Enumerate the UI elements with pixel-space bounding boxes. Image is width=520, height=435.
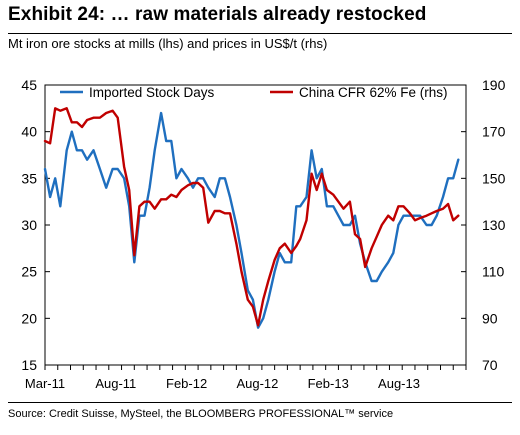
x-axis-tick-label: Aug-13 xyxy=(378,376,420,391)
right-axis-tick-label: 190 xyxy=(482,77,506,93)
x-axis-tick-label: Feb-13 xyxy=(308,376,349,391)
source-note: Source: Credit Suisse, MySteel, the BLOO… xyxy=(8,408,394,420)
right-axis-tick-label: 170 xyxy=(482,124,506,140)
x-axis-tick-label: Mar-11 xyxy=(25,376,65,391)
legend-label-2: China CFR 62% Fe (rhs) xyxy=(299,85,448,100)
left-axis-tick-label: 35 xyxy=(21,170,37,186)
series-line-2 xyxy=(43,107,460,327)
x-axis-tick-label: Aug-12 xyxy=(236,376,278,391)
right-axis-tick-label: 90 xyxy=(482,310,498,326)
series-lines xyxy=(43,107,460,329)
series-line-1 xyxy=(43,111,460,329)
chart-subtitle: Mt iron ore stocks at mills (lhs) and pr… xyxy=(8,36,328,51)
right-axis-tick-label: 150 xyxy=(482,170,506,186)
left-axis-tick-label: 45 xyxy=(21,77,37,93)
line-chart: 15 20 25 30 35 40 45 70 90 110 130 150 170 190 Mar-11 A… xyxy=(21,77,505,391)
left-axis-tick-label: 20 xyxy=(21,310,37,326)
right-axis-tick-label: 110 xyxy=(482,264,505,280)
left-axis-tick-label: 15 xyxy=(21,357,37,373)
exhibit-title: Exhibit 24: … raw materials already rest… xyxy=(8,4,427,25)
plot-frame xyxy=(44,84,467,366)
title-rule xyxy=(8,33,512,34)
source-rule xyxy=(8,402,512,403)
left-axis-tick-label: 30 xyxy=(21,217,37,233)
left-axis-tick-label: 40 xyxy=(21,124,37,140)
right-axis-tick-label: 130 xyxy=(482,217,506,233)
x-axis-tick-label: Aug-11 xyxy=(95,376,136,391)
axes: 15 20 25 30 35 40 45 70 90 110 130 150 170 190 Mar-11 A… xyxy=(21,77,505,391)
right-axis-tick-label: 70 xyxy=(482,357,498,373)
legend-label-1: Imported Stock Days xyxy=(89,85,215,100)
left-axis-tick-label: 25 xyxy=(21,264,37,280)
x-axis-tick-label: Feb-12 xyxy=(166,376,207,391)
legend: Imported Stock Days China CFR 62% Fe (rhs… xyxy=(60,85,448,100)
